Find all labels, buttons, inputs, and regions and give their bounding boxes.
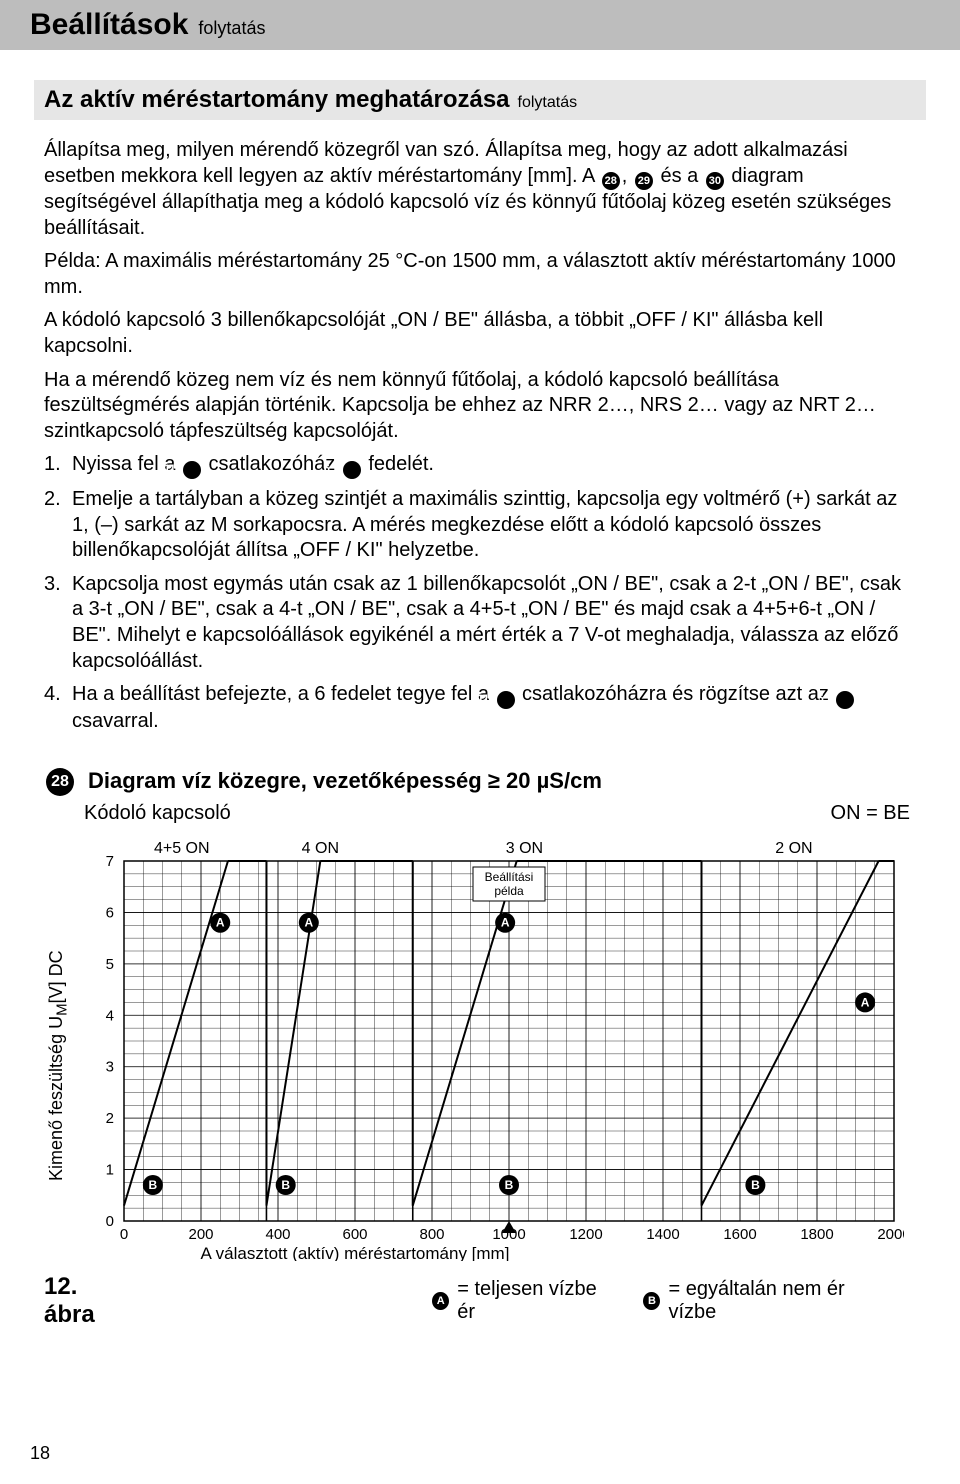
svg-text:A: A	[861, 996, 870, 1010]
list-item-4: 4.Ha a beállítást befejezte, a 6 fedelet…	[44, 682, 916, 734]
svg-text:példa: példa	[494, 884, 524, 898]
list-item-2: 2.Emelje a tartályban a közeg szintjét a…	[44, 487, 916, 564]
ref-30-icon: 30	[706, 172, 724, 190]
svg-text:Beállítási: Beállítási	[485, 870, 534, 884]
svg-text:6: 6	[106, 905, 114, 922]
svg-text:3: 3	[106, 1059, 114, 1076]
svg-text:7: 7	[106, 853, 114, 870]
svg-text:1800: 1800	[800, 1226, 833, 1243]
svg-text:1400: 1400	[646, 1226, 679, 1243]
svg-text:B: B	[505, 1178, 514, 1192]
svg-text:2 ON: 2 ON	[775, 840, 812, 857]
figure-row: 12. ábra A = teljesen vízbe ér B = egyál…	[44, 1273, 916, 1329]
paragraph-4: Ha a mérendő közeg nem víz és nem könnyű…	[44, 368, 916, 445]
svg-text:2000: 2000	[877, 1226, 904, 1243]
ref-28-icon: 28	[602, 172, 620, 190]
svg-text:0: 0	[120, 1226, 128, 1243]
header-cont: folytatás	[198, 18, 265, 39]
paragraph-3: A kódoló kapcsoló 3 billenőkapcsolóját „…	[44, 308, 916, 359]
svg-text:B: B	[149, 1178, 158, 1192]
svg-text:A: A	[501, 916, 510, 930]
ref-11-icon: 11	[183, 461, 201, 479]
figure-number: 12. ábra	[44, 1273, 130, 1329]
svg-text:400: 400	[265, 1226, 290, 1243]
svg-text:4: 4	[106, 1007, 114, 1024]
svg-text:4+5 ON: 4+5 ON	[154, 840, 210, 857]
line-chart: 0200400600800100012001400160018002000012…	[84, 831, 904, 1261]
paragraph-1: Állapítsa meg, milyen mérendő közegről v…	[44, 138, 916, 241]
header-bar: Beállítások folytatás	[0, 0, 960, 50]
header-title: Beállítások	[30, 8, 188, 42]
section-title: Az aktív méréstartomány meghatározása	[44, 86, 510, 114]
list-item-3: 3.Kapcsolja most egymás után csak az 1 b…	[44, 572, 916, 674]
marker-a-icon: A	[432, 1292, 449, 1310]
svg-text:3 ON: 3 ON	[506, 840, 543, 857]
svg-text:A választott (aktív) méréstart: A választott (aktív) méréstartomány [mm]	[201, 1244, 510, 1261]
svg-text:0: 0	[106, 1213, 114, 1230]
svg-text:A: A	[216, 916, 225, 930]
svg-text:2: 2	[106, 1110, 114, 1127]
svg-text:600: 600	[342, 1226, 367, 1243]
page-number: 18	[30, 1443, 50, 1464]
chart-section: 28 Diagram víz közegre, vezetőképesség ≥…	[44, 768, 916, 1261]
body-text: Állapítsa meg, milyen mérendő közegről v…	[44, 138, 916, 734]
svg-text:B: B	[281, 1178, 290, 1192]
ref-5-icon: 5	[836, 691, 854, 709]
chart-subrow: Kódoló kapcsoló ON = BE	[84, 802, 916, 825]
y-axis-label: Kimenő feszültség UM[V] DC	[46, 951, 71, 1182]
svg-text:A: A	[304, 916, 313, 930]
chart-header: 28 Diagram víz közegre, vezetőképesség ≥…	[44, 768, 916, 796]
section-bar: Az aktív méréstartomány meghatározása fo…	[34, 80, 926, 120]
legend-a: A = teljesen vízbe ér	[430, 1278, 611, 1324]
instruction-list: 1.Nyissa fel a 11 csatlakozóház 6 fedelé…	[44, 452, 916, 734]
svg-text:200: 200	[188, 1226, 213, 1243]
ref-6-icon: 6	[343, 461, 361, 479]
svg-text:1200: 1200	[569, 1226, 602, 1243]
svg-text:B: B	[751, 1178, 760, 1192]
legend-b: B = egyáltalán nem ér vízbe	[641, 1278, 886, 1324]
svg-text:5: 5	[106, 956, 114, 973]
paragraph-2: Példa: A maximális méréstartomány 25 °C-…	[44, 249, 916, 300]
chart-title: Diagram víz közegre, vezetőképesség ≥ 20…	[88, 768, 916, 794]
marker-b-icon: B	[643, 1292, 660, 1310]
svg-text:1600: 1600	[723, 1226, 756, 1243]
chart-sub-right: ON = BE	[831, 802, 910, 825]
ref-11b-icon: 11	[497, 691, 515, 709]
section-cont: folytatás	[518, 94, 578, 112]
list-item-1: 1.Nyissa fel a 11 csatlakozóház 6 fedelé…	[44, 452, 916, 479]
svg-text:1: 1	[106, 1162, 114, 1179]
svg-text:800: 800	[419, 1226, 444, 1243]
chart-badge-icon: 28	[46, 768, 74, 796]
svg-text:4 ON: 4 ON	[302, 840, 339, 857]
chart-wrap: 0200400600800100012001400160018002000012…	[84, 831, 916, 1261]
ref-29-icon: 29	[635, 172, 653, 190]
chart-sub-left: Kódoló kapcsoló	[84, 802, 231, 825]
